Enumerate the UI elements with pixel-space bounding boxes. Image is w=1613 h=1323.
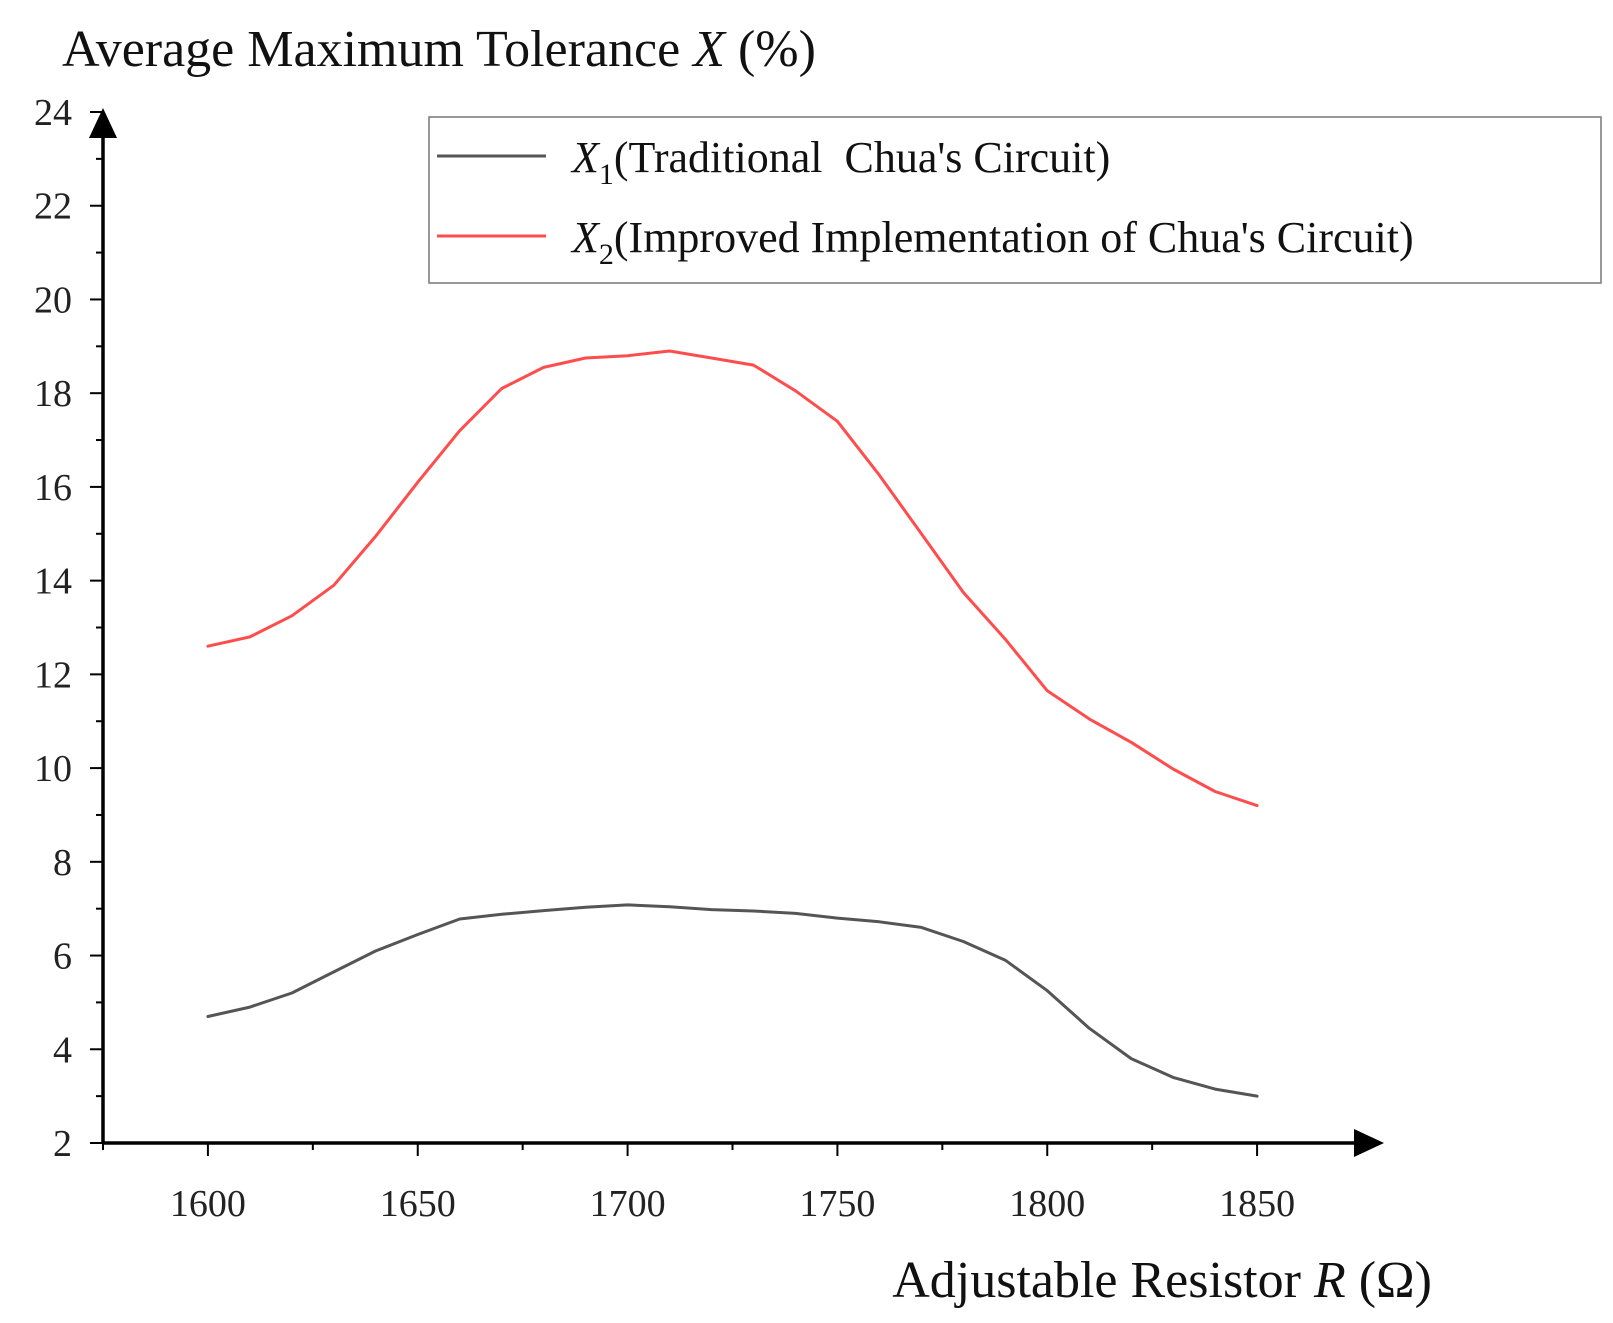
x-tick-label: 1700	[590, 1183, 666, 1225]
legend-label-x1-text: (Traditional Chua's Circuit)	[614, 133, 1110, 182]
legend-label-x1-symbol: X	[570, 133, 601, 182]
legend-entry-2: X2(Improved Implementation of Chua's Cir…	[437, 213, 1414, 271]
y-axis-title: Average Maximum Tolerance X (%)	[62, 21, 816, 78]
y-axis-title-prefix: Average Maximum Tolerance	[62, 21, 693, 78]
legend-label-x2-symbol: X	[570, 213, 601, 262]
y-tick-label: 12	[34, 654, 72, 696]
legend-entry-1: X1(Traditional Chua's Circuit)	[437, 133, 1110, 191]
y-tick-label: 6	[53, 936, 72, 978]
y-tick-label: 10	[34, 748, 72, 790]
series-line-x2	[206, 349, 1259, 808]
x-axis-title-symbol: R	[1313, 1252, 1346, 1309]
y-axis-title-symbol: X	[691, 21, 727, 78]
x-ticks: 1600 1650 1700 1750 1800 1850	[102, 1143, 1295, 1225]
y-tick-label: 20	[34, 279, 72, 321]
x-axis-title: Adjustable Resistor R (Ω)	[892, 1252, 1432, 1309]
y-tick-label: 14	[34, 561, 72, 603]
y-tick-label: 16	[34, 467, 72, 509]
x-tick-label: 1800	[1009, 1183, 1085, 1225]
series-layer	[206, 349, 1259, 1098]
legend: X1(Traditional Chua's Circuit) X2(Improv…	[428, 116, 1602, 284]
x-axis-title-suffix: (Ω)	[1346, 1252, 1432, 1309]
legend-label-x2-text: (Improved Implementation of Chua's Circu…	[614, 213, 1414, 262]
series-line-x1	[206, 903, 1259, 1098]
x-tick-label: 1750	[799, 1183, 875, 1225]
x-axis-arrow	[1354, 1129, 1384, 1157]
y-tick-label: 4	[53, 1029, 72, 1071]
x-axis-title-prefix: Adjustable Resistor	[892, 1252, 1314, 1309]
y-tick-label: 8	[53, 842, 72, 884]
legend-box	[428, 116, 1602, 284]
y-axis-arrow	[89, 108, 117, 138]
x-tick-label: 1600	[170, 1183, 246, 1225]
legend-label-x2: X2(Improved Implementation of Chua's Cir…	[570, 213, 1414, 271]
legend-label-x1: X1(Traditional Chua's Circuit)	[570, 133, 1110, 191]
y-axis-title-suffix: (%)	[725, 21, 816, 78]
y-tick-label: 2	[53, 1123, 72, 1165]
y-tick-label: 22	[34, 186, 72, 228]
x-tick-label: 1850	[1219, 1183, 1295, 1225]
legend-label-x1-subscript: 1	[599, 158, 614, 191]
y-tick-label: 18	[34, 373, 72, 415]
legend-label-x2-subscript: 2	[599, 238, 614, 271]
x-tick-label: 1650	[380, 1183, 456, 1225]
y-tick-label: 24	[34, 92, 72, 134]
